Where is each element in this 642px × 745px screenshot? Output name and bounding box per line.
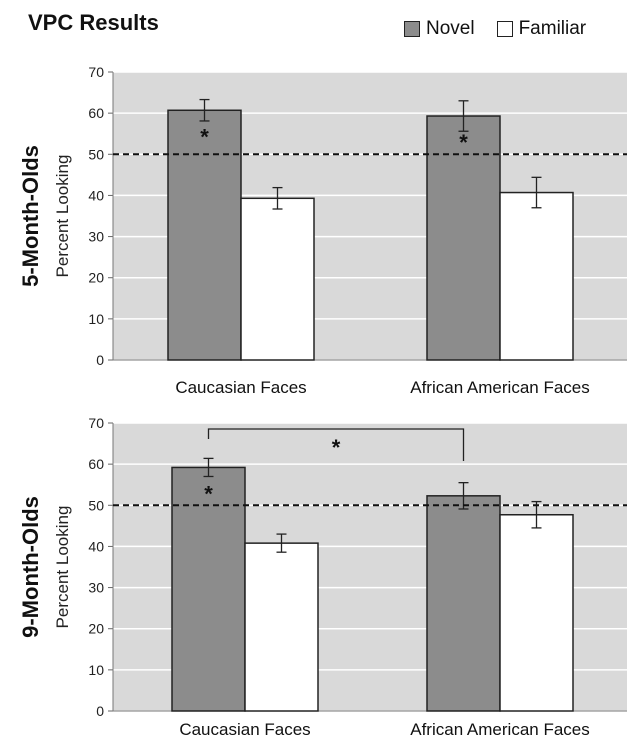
significance-star: * bbox=[200, 124, 209, 149]
y-tick-label: 10 bbox=[88, 662, 104, 678]
comparison-bracket bbox=[207, 428, 465, 461]
legend-label-familiar: Familiar bbox=[518, 18, 587, 39]
legend-swatch-novel bbox=[404, 21, 420, 37]
y-tick-label: 10 bbox=[88, 311, 104, 327]
x-tick-label: Caucasian Faces bbox=[175, 378, 306, 397]
bar bbox=[499, 513, 574, 712]
bar bbox=[167, 109, 242, 361]
legend-item-novel: Novel bbox=[404, 18, 475, 40]
y-tick-label: 0 bbox=[96, 352, 104, 368]
bar bbox=[244, 542, 319, 712]
chart-panel-1: 0 10 20 30 40 50 60 70 * Caucasian Faces * African … bbox=[18, 64, 627, 397]
y-tick-label: 60 bbox=[88, 456, 104, 472]
page-title: VPC Results bbox=[28, 10, 159, 35]
legend: Novel Familiar bbox=[404, 18, 600, 40]
x-tick-label: African American Faces bbox=[410, 720, 590, 739]
legend-label-novel: Novel bbox=[426, 18, 475, 39]
y-tick-label: 70 bbox=[88, 415, 104, 431]
bar bbox=[426, 115, 501, 361]
y-tick-label: 40 bbox=[88, 187, 104, 203]
y-tick-label: 20 bbox=[88, 270, 104, 286]
bar bbox=[426, 495, 501, 712]
y-axis-label: Percent Looking bbox=[53, 155, 72, 278]
bar bbox=[499, 191, 574, 361]
bar bbox=[240, 197, 315, 361]
significance-star: * bbox=[204, 481, 213, 506]
y-tick-label: 50 bbox=[88, 497, 104, 513]
panel-label: 5-Month-Olds bbox=[18, 145, 43, 287]
legend-item-familiar: Familiar bbox=[496, 18, 587, 40]
comparison-star: * bbox=[332, 435, 341, 460]
y-axis-label: Percent Looking bbox=[53, 506, 72, 629]
y-tick-label: 30 bbox=[88, 229, 104, 245]
x-tick-label: Caucasian Faces bbox=[179, 720, 310, 739]
y-tick-label: 70 bbox=[88, 64, 104, 80]
y-tick-label: 50 bbox=[88, 146, 104, 162]
y-tick-label: 40 bbox=[88, 538, 104, 554]
y-tick-label: 0 bbox=[96, 703, 104, 719]
bar bbox=[171, 466, 246, 712]
y-tick-label: 20 bbox=[88, 621, 104, 637]
legend-swatch-familiar bbox=[496, 21, 513, 37]
significance-star: * bbox=[459, 130, 468, 155]
panel-label: 9-Month-Olds bbox=[18, 496, 43, 638]
x-tick-label: African American Faces bbox=[410, 378, 590, 397]
y-tick-label: 30 bbox=[88, 580, 104, 596]
chart-panel-2: 0 10 20 30 40 50 60 70 * Caucasian Faces African A… bbox=[18, 415, 627, 739]
y-tick-label: 60 bbox=[88, 105, 104, 121]
